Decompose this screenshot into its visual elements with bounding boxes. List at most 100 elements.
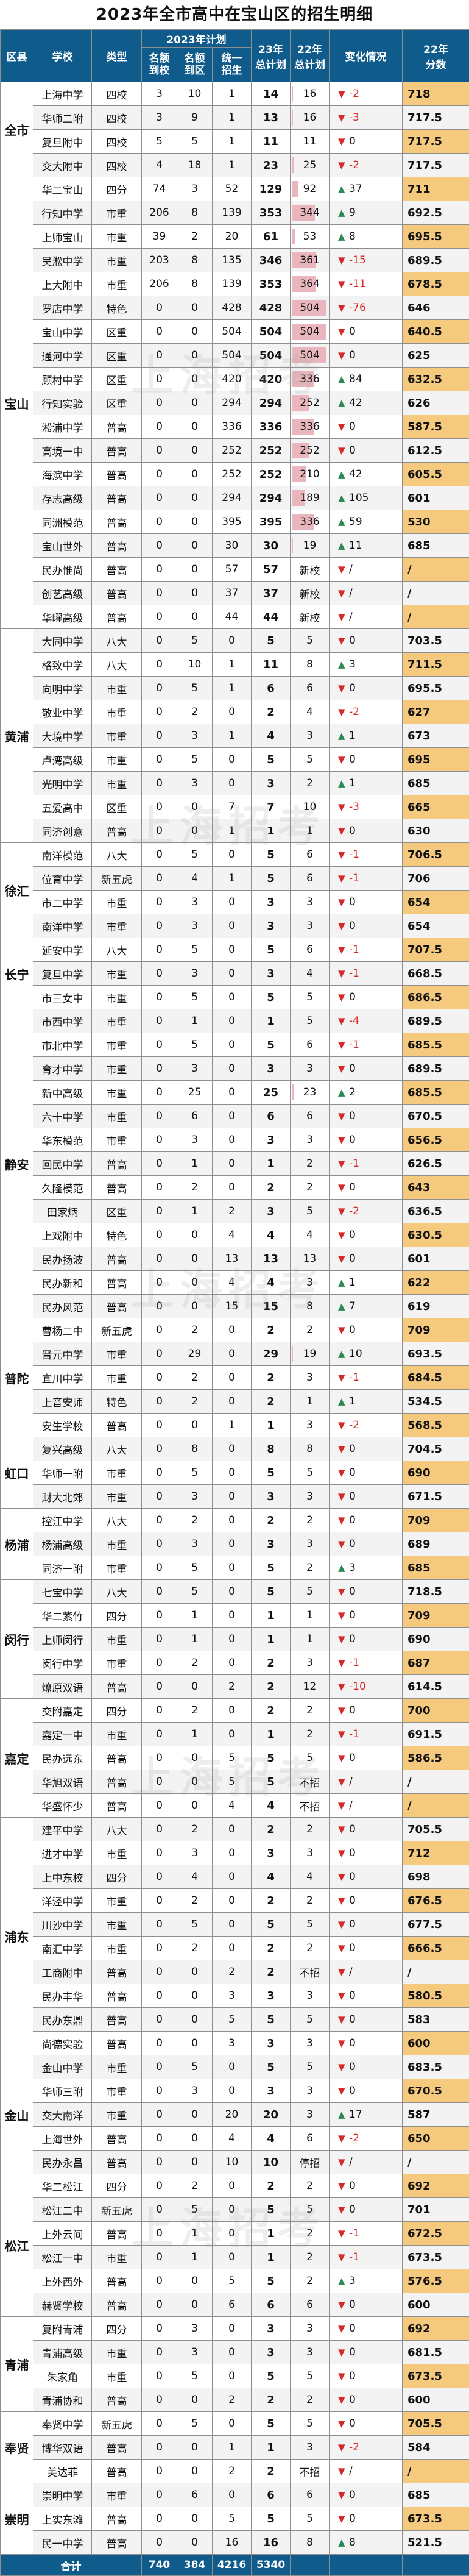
district-cell: 长宁 bbox=[1, 938, 34, 1009]
total22-cell: 新校 bbox=[291, 605, 330, 629]
total23-cell: 2 bbox=[252, 2460, 291, 2483]
unified-cell: 44 bbox=[213, 605, 252, 629]
type-cell: 市重 bbox=[92, 772, 142, 795]
total22-value: 92 bbox=[303, 183, 317, 195]
change-cell: ▼0 bbox=[330, 130, 403, 154]
score22-cell: 695.5 bbox=[403, 677, 469, 700]
total23-cell: 2 bbox=[252, 1889, 291, 1913]
change-value: 11 bbox=[349, 539, 362, 552]
score22-cell: 677.5 bbox=[403, 1913, 469, 1937]
total22-cell: 16 bbox=[291, 106, 330, 130]
total23-cell: 2 bbox=[252, 1509, 291, 1532]
triangle-down-icon: ▼ bbox=[338, 1752, 349, 1763]
unified-cell: 0 bbox=[213, 2222, 252, 2246]
score22-cell: 676.5 bbox=[403, 1889, 469, 1913]
quota-district-cell: 1 bbox=[177, 2246, 213, 2269]
total22-bar bbox=[292, 538, 293, 553]
type-cell: 市重 bbox=[92, 914, 142, 938]
total22-value: 5 bbox=[306, 1918, 313, 1930]
quota-district-cell: 3 bbox=[177, 1841, 213, 1865]
change-cell: ▼/ bbox=[330, 605, 403, 629]
unified-cell: 13 bbox=[213, 1247, 252, 1271]
total22-value: 5 bbox=[306, 2418, 313, 2430]
change-value: 0 bbox=[349, 2061, 356, 2073]
change-value: 59 bbox=[349, 516, 362, 528]
quota-school-cell: 0 bbox=[142, 1794, 177, 1818]
total22-cell: 6 bbox=[291, 1033, 330, 1057]
change-cell: ▲1 bbox=[330, 1271, 403, 1295]
unified-cell: 5 bbox=[213, 2008, 252, 2032]
total22-value: 6 bbox=[306, 682, 313, 694]
triangle-down-icon: ▼ bbox=[338, 112, 349, 123]
unified-cell: 0 bbox=[213, 1009, 252, 1033]
change-value: 0 bbox=[349, 421, 356, 433]
total22-value: 3 bbox=[306, 2322, 313, 2335]
quota-district-cell: 0 bbox=[177, 1984, 213, 2008]
district-cell: 奉贤 bbox=[1, 2412, 34, 2483]
quota-district-cell: 6 bbox=[177, 1105, 213, 1128]
triangle-down-icon: ▼ bbox=[338, 2085, 349, 2096]
header-quota-district: 名额到区 bbox=[177, 48, 213, 82]
triangle-up-icon: ▲ bbox=[338, 1396, 349, 1407]
school-cell: 华师二附 bbox=[34, 106, 92, 130]
quota-district-cell: 0 bbox=[177, 391, 213, 415]
type-cell: 市重 bbox=[92, 1532, 142, 1556]
quota-district-cell: 0 bbox=[177, 2127, 213, 2151]
score22-cell: 630.5 bbox=[403, 1223, 469, 1247]
total22-value: 16 bbox=[303, 88, 317, 100]
school-cell: 南洋中学 bbox=[34, 914, 92, 938]
school-cell: 华二松江 bbox=[34, 2174, 92, 2198]
total22-value: 364 bbox=[300, 278, 319, 290]
change-value: 0 bbox=[349, 1324, 356, 1336]
quota-school-cell: 0 bbox=[142, 1295, 177, 1318]
score22-cell: 668.5 bbox=[403, 962, 469, 986]
total23-cell: 252 bbox=[252, 463, 291, 486]
score22-cell: 600 bbox=[403, 2032, 469, 2055]
total22-cell: 6 bbox=[291, 2293, 330, 2317]
total22-value: 2 bbox=[306, 1514, 313, 1526]
score22-cell: 704.5 bbox=[403, 1437, 469, 1461]
score22-cell: 600 bbox=[403, 2388, 469, 2412]
change-cell: ▼0 bbox=[330, 1532, 403, 1556]
triangle-down-icon: ▼ bbox=[338, 683, 349, 694]
quota-school-cell: 0 bbox=[142, 1247, 177, 1271]
total23-cell: 5 bbox=[252, 2364, 291, 2388]
unified-cell: 252 bbox=[213, 439, 252, 463]
quota-school-cell: 0 bbox=[142, 1390, 177, 1414]
triangle-down-icon: ▼ bbox=[338, 1729, 349, 1740]
quota-district-cell: 2 bbox=[177, 1176, 213, 1200]
school-cell: 复附青浦 bbox=[34, 2317, 92, 2341]
change-cell: ▲3 bbox=[330, 2269, 403, 2293]
total22-cell: 189 bbox=[291, 486, 330, 510]
total23-cell: 2 bbox=[252, 1699, 291, 1723]
total23-cell: 504 bbox=[252, 344, 291, 368]
quota-school-cell: 5 bbox=[142, 130, 177, 154]
type-cell: 市重 bbox=[92, 891, 142, 914]
school-cell: 闵行中学 bbox=[34, 1651, 92, 1675]
type-cell: 市重 bbox=[92, 1009, 142, 1033]
triangle-down-icon: ▼ bbox=[338, 2371, 349, 2382]
score22-cell: 690 bbox=[403, 1628, 469, 1651]
unified-cell: 0 bbox=[213, 914, 252, 938]
score22-cell: 626.5 bbox=[403, 1152, 469, 1176]
school-cell: 交附嘉定 bbox=[34, 1699, 92, 1723]
district-cell: 浦东 bbox=[1, 1818, 34, 2055]
type-cell: 市重 bbox=[92, 1841, 142, 1865]
quota-school-cell: 0 bbox=[142, 867, 177, 891]
total22-cell: 3 bbox=[291, 891, 330, 914]
unified-cell: 2 bbox=[213, 1200, 252, 1223]
change-value: 3 bbox=[349, 2275, 356, 2287]
school-cell: 格致中学 bbox=[34, 653, 92, 677]
total22-value: 336 bbox=[300, 421, 319, 433]
change-cell: ▼-1 bbox=[330, 1651, 403, 1675]
change-value: 3 bbox=[349, 1562, 356, 1574]
unified-cell: 0 bbox=[213, 2055, 252, 2079]
unified-cell: 5 bbox=[213, 1746, 252, 1770]
unified-cell: 0 bbox=[213, 2412, 252, 2436]
